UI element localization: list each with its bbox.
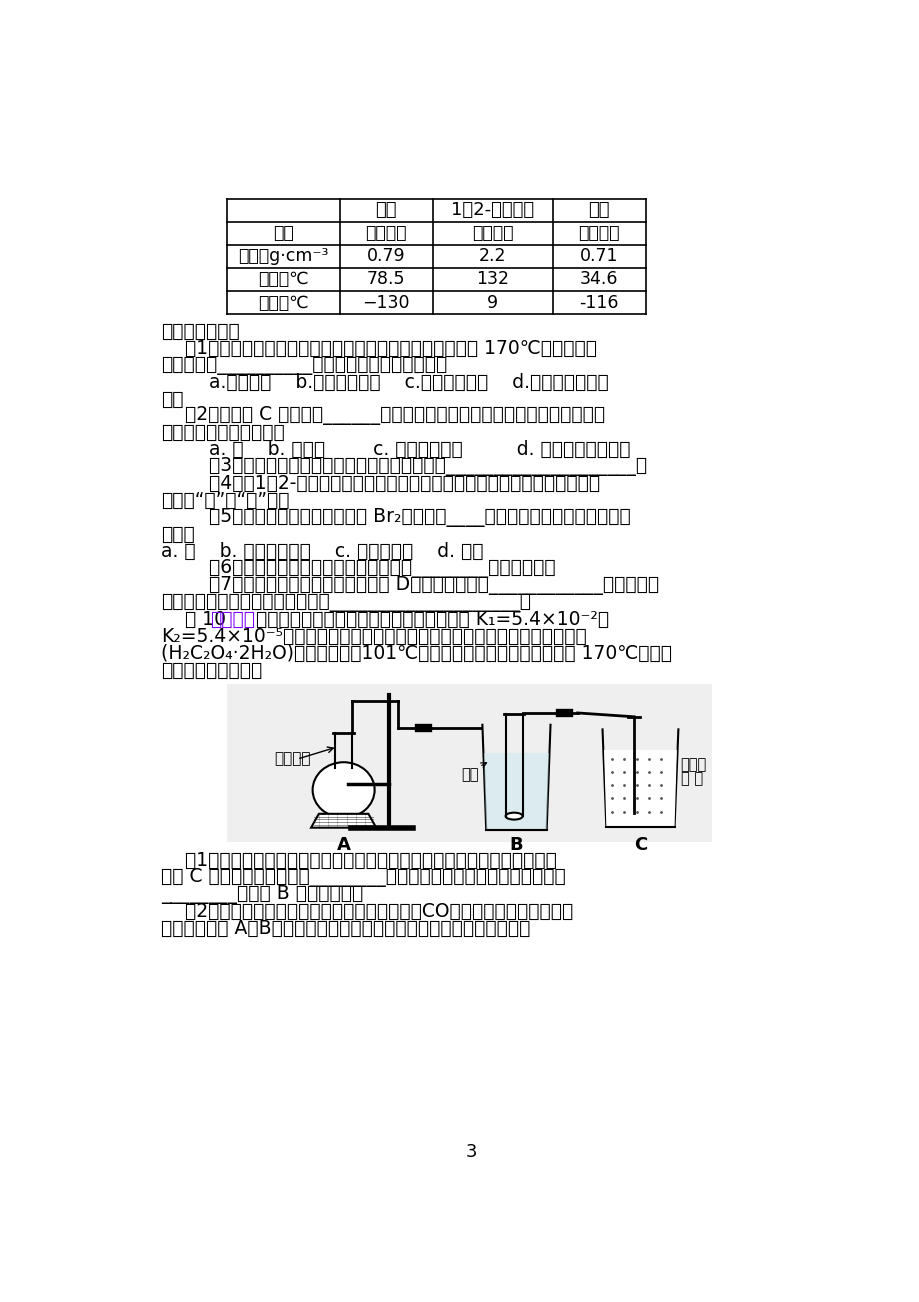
Text: 无色液体: 无色液体	[365, 224, 406, 242]
Text: （填正确选项前的字母）: （填正确选项前的字母）	[162, 423, 285, 443]
Text: 0.71: 0.71	[580, 247, 618, 266]
Text: （7）反应过程中应用冷水冷却装置 D，其主要目的是____________；但又不能: （7）反应过程中应用冷水冷却装置 D，其主要目的是____________；但又…	[162, 575, 659, 595]
Text: A: A	[336, 836, 350, 854]
Text: （3）判断该制备反应已经结束的最简单方法是____________________；: （3）判断该制备反应已经结束的最简单方法是___________________…	[162, 457, 647, 477]
Text: 主要目的是__________；（填正确选项前的字母）: 主要目的是__________；（填正确选项前的字母）	[162, 355, 448, 375]
Text: 例 10: 例 10	[162, 609, 233, 629]
Text: 78.5: 78.5	[367, 271, 405, 289]
Text: a. 水    b. 氯氧化锁溶液    c. 砀化锁溶液    d. 乙醇: a. 水 b. 氯氧化锁溶液 c. 砀化锁溶液 d. 乙醇	[162, 542, 483, 561]
Text: 草酸（乙二酸）存在于自然界的植物中，其 K₁=5.4×10⁻²，: 草酸（乙二酸）存在于自然界的植物中，其 K₁=5.4×10⁻²，	[250, 609, 608, 629]
Text: 无色液体: 无色液体	[471, 224, 513, 242]
Text: 字母）: 字母）	[162, 525, 195, 544]
Text: 3: 3	[465, 1143, 477, 1161]
Text: （6）若产物中有少量副产物乙醚，可用________的方法除去；: （6）若产物中有少量副产物乙醚，可用________的方法除去；	[162, 559, 555, 578]
Text: 解。回答下列问题：: 解。回答下列问题：	[162, 660, 263, 680]
Text: （4）将1，2-二渴乙烷粗产品置于分液漏斗中加水，振荡后静置，产物应在: （4）将1，2-二渴乙烷粗产品置于分液漏斗中加水，振荡后静置，产物应在	[162, 474, 600, 493]
Text: 34.6: 34.6	[580, 271, 618, 289]
Ellipse shape	[505, 812, 522, 819]
Text: 2.2: 2.2	[479, 247, 506, 266]
Text: 冰水: 冰水	[461, 767, 479, 781]
Text: 乙醚: 乙醚	[588, 201, 609, 219]
Text: （5）若产物中有少量未反应的 Br₂，最好用____洗涤除去；（填正确选项前的: （5）若产物中有少量未反应的 Br₂，最好用____洗涤除去；（填正确选项前的	[162, 508, 630, 527]
Polygon shape	[483, 753, 549, 829]
Text: 实验中的装置 A、B和下图所示的部分装置（可以重复使用）进行实验。: 实验中的装置 A、B和下图所示的部分装置（可以重复使用）进行实验。	[162, 918, 530, 937]
Text: 装置 C 中可观察到的现象是________，由此可知草酸晶体分解的产物中有: 装置 C 中可观察到的现象是________，由此可知草酸晶体分解的产物中有	[162, 867, 565, 887]
Text: 1，2-二渴乙烷: 1，2-二渴乙烷	[450, 201, 534, 219]
Text: 过度冷却（如用冰水），其原因是____________________。: 过度冷却（如用冰水），其原因是____________________。	[162, 592, 531, 612]
Text: 9: 9	[487, 293, 498, 311]
Text: −130: −130	[362, 293, 410, 311]
Text: 层（填“上”、“下”）；: 层（填“上”、“下”）；	[162, 491, 289, 510]
Text: K₂=5.4×10⁻⁵。草酸的锁盐和销盐易溶于水，而其钓盐难溶于水。草酸晶体: K₂=5.4×10⁻⁵。草酸的锁盐和销盐易溶于水，而其钓盐难溶于水。草酸晶体	[162, 626, 586, 646]
Text: 状态: 状态	[273, 224, 293, 242]
Text: -116: -116	[579, 293, 618, 311]
Text: 沸点／℃: 沸点／℃	[258, 271, 309, 289]
Polygon shape	[604, 750, 676, 827]
Text: 回答下列问题：: 回答下列问题：	[162, 322, 240, 341]
Text: a.引发反应    b.加快反应速度    c.防止乙醇挥发    d.减少副产物乙醚: a.引发反应 b.加快反应速度 c.防止乙醇挥发 d.减少副产物乙醚	[162, 372, 608, 392]
Text: 132: 132	[476, 271, 509, 289]
Text: 生成: 生成	[162, 389, 184, 409]
Text: (H₂C₂O₄·2H₂O)无色，燔点为101℃，易溶于水，受热脱水、升华， 170℃以上分: (H₂C₂O₄·2H₂O)无色，燔点为101℃，易溶于水，受热脱水、升华， 17…	[162, 643, 672, 663]
Bar	[227, 684, 711, 841]
Text: （1）甲组同学按照如图所示的装置，通过实验检验草酸晶体的分解产物。: （1）甲组同学按照如图所示的装置，通过实验检验草酸晶体的分解产物。	[162, 850, 557, 870]
Text: 澄清石: 澄清石	[680, 758, 706, 772]
Text: 草酸晶体: 草酸晶体	[274, 751, 310, 767]
Text: 乙醇: 乙醇	[375, 201, 397, 219]
Text: （2）乙组同学认为草酸晶体分解的产物中含有CO，为进行验证，选用甲组: （2）乙组同学认为草酸晶体分解的产物中含有CO，为进行验证，选用甲组	[162, 901, 573, 921]
Text: 0.79: 0.79	[367, 247, 405, 266]
Text: a. 水    b. 浓硫酸        c. 氯氧化锁溶液         d. 饱和碳酸氢锁溶液: a. 水 b. 浓硫酸 c. 氯氧化锁溶液 d. 饱和碳酸氢锁溶液	[162, 440, 630, 460]
Text: ________。装置 B 的主要作用是: ________。装置 B 的主要作用是	[162, 884, 363, 904]
Text: B: B	[509, 836, 523, 854]
Text: 燔点／℃: 燔点／℃	[258, 293, 309, 311]
Text: C: C	[633, 836, 646, 854]
Polygon shape	[311, 814, 376, 828]
Text: （新增）: （新增）	[210, 609, 255, 629]
Text: 无色液体: 无色液体	[578, 224, 619, 242]
Text: （2）在装置 C 中应加入______，其目的是吸收反应中可能生成的酸性气体：: （2）在装置 C 中应加入______，其目的是吸收反应中可能生成的酸性气体：	[162, 406, 605, 426]
Text: （1）在此制各实验中，要尽可能迅速地把反应温度提高到 170℃左右，其最: （1）在此制各实验中，要尽可能迅速地把反应温度提高到 170℃左右，其最	[162, 339, 596, 358]
Text: 密度／g·cm⁻³: 密度／g·cm⁻³	[238, 247, 328, 266]
Ellipse shape	[312, 762, 374, 818]
Text: 灰 水: 灰 水	[680, 772, 702, 786]
